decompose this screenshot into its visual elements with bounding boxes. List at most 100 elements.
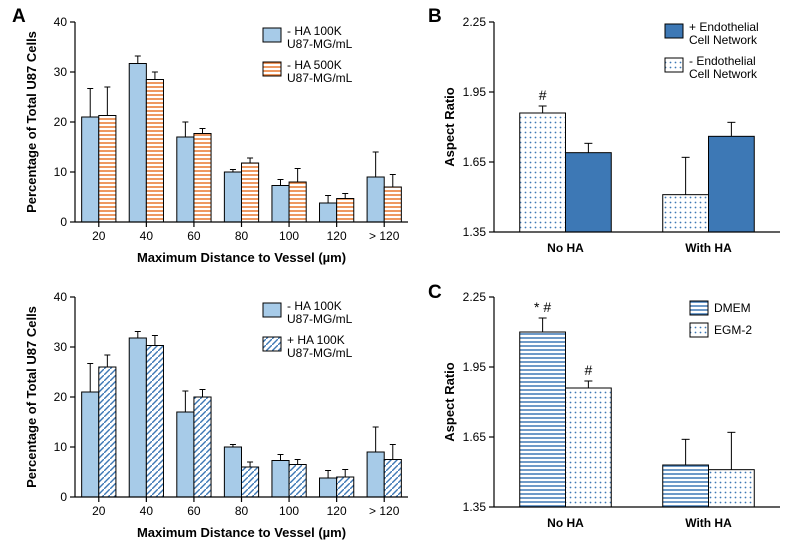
- svg-text:Aspect Ratio: Aspect Ratio: [442, 362, 457, 442]
- svg-text:With HA: With HA: [685, 241, 732, 255]
- figure-root: { "colors": { "lightblue_fill": "#a7cbe8…: [0, 0, 800, 555]
- panel-b-chart: 1.351.651.952.25No HAWith HA#Aspect Rati…: [438, 10, 788, 270]
- svg-text:1.65: 1.65: [463, 155, 487, 169]
- svg-text:Percentage of Total U87 Cells: Percentage of Total U87 Cells: [24, 31, 39, 213]
- svg-text:1.95: 1.95: [463, 360, 487, 374]
- legend-swatch: [263, 62, 281, 76]
- bar: [146, 80, 163, 223]
- svg-text:120: 120: [327, 229, 347, 243]
- svg-text:40: 40: [54, 15, 68, 29]
- svg-text:20: 20: [54, 115, 68, 129]
- bar: [82, 392, 99, 497]
- svg-text:Percentage of Total U87 Cells: Percentage of Total U87 Cells: [24, 306, 39, 488]
- bar: [289, 465, 306, 498]
- bar: [224, 447, 241, 497]
- svg-text:0: 0: [60, 215, 67, 229]
- bar: [337, 477, 354, 497]
- significance-mark: * #: [534, 299, 551, 315]
- panel-a-bottom-chart: 01020304020406080100120> 120Maximum Dist…: [20, 285, 418, 545]
- bar: [177, 412, 194, 497]
- bar: [242, 163, 259, 222]
- legend-text: - HA 100K: [287, 299, 342, 313]
- svg-text:120: 120: [327, 504, 347, 518]
- svg-text:30: 30: [54, 65, 68, 79]
- legend-text: U87-MG/mL: [287, 37, 353, 51]
- bar: [566, 388, 612, 507]
- legend-text: U87-MG/mL: [287, 71, 353, 85]
- svg-text:100: 100: [279, 504, 299, 518]
- bar: [663, 195, 709, 232]
- legend-text: EGM-2: [714, 323, 752, 337]
- bar: [224, 172, 241, 222]
- legend-swatch: [690, 301, 708, 315]
- svg-text:1.65: 1.65: [463, 430, 487, 444]
- svg-text:1.35: 1.35: [463, 225, 487, 239]
- bar: [320, 478, 337, 497]
- bar: [99, 367, 116, 497]
- bar: [177, 137, 194, 222]
- svg-text:60: 60: [187, 504, 201, 518]
- bar: [709, 470, 755, 507]
- bar: [272, 461, 289, 498]
- panel-c-chart: 1.351.651.952.25No HAWith HA* ##Aspect R…: [438, 285, 788, 545]
- legend-text: Cell Network: [689, 67, 758, 81]
- bar: [129, 64, 146, 223]
- svg-text:1.35: 1.35: [463, 500, 487, 514]
- svg-text:With HA: With HA: [685, 516, 732, 530]
- svg-text:80: 80: [235, 229, 249, 243]
- legend-text: - Endothelial: [689, 54, 756, 68]
- bar: [384, 460, 401, 498]
- legend-text: + Endothelial: [689, 20, 759, 34]
- significance-mark: #: [584, 362, 592, 378]
- bar: [289, 182, 306, 222]
- legend-swatch: [690, 323, 708, 337]
- svg-text:40: 40: [140, 504, 154, 518]
- legend-text: DMEM: [714, 301, 751, 315]
- svg-text:2.25: 2.25: [463, 15, 487, 29]
- bar: [146, 346, 163, 498]
- legend-text: U87-MG/mL: [287, 346, 353, 360]
- legend-swatch: [263, 28, 281, 42]
- svg-text:Maximum Distance to Vessel (µm: Maximum Distance to Vessel (µm): [137, 525, 346, 540]
- svg-text:40: 40: [140, 229, 154, 243]
- bar: [320, 203, 337, 222]
- legend-swatch: [665, 58, 683, 72]
- bar: [367, 452, 384, 497]
- svg-text:20: 20: [54, 390, 68, 404]
- legend-text: - HA 100K: [287, 24, 342, 38]
- svg-text:Maximum Distance to Vessel (µm: Maximum Distance to Vessel (µm): [137, 250, 346, 265]
- bar: [520, 332, 566, 507]
- bar: [520, 113, 566, 232]
- svg-text:40: 40: [54, 290, 68, 304]
- bar: [367, 177, 384, 222]
- svg-text:80: 80: [235, 504, 249, 518]
- bar: [663, 465, 709, 507]
- bar: [566, 153, 612, 232]
- legend-swatch: [263, 337, 281, 351]
- bar: [242, 467, 259, 497]
- bar: [272, 186, 289, 223]
- legend-swatch: [665, 24, 683, 38]
- legend-text: U87-MG/mL: [287, 312, 353, 326]
- svg-text:0: 0: [60, 490, 67, 504]
- bar: [709, 136, 755, 232]
- legend-swatch: [263, 303, 281, 317]
- svg-text:1.95: 1.95: [463, 85, 487, 99]
- legend-text: + HA 100K: [287, 333, 345, 347]
- bar: [384, 187, 401, 222]
- bar: [194, 397, 211, 497]
- svg-text:20: 20: [92, 229, 106, 243]
- bar: [194, 134, 211, 223]
- svg-text:30: 30: [54, 340, 68, 354]
- svg-text:Aspect Ratio: Aspect Ratio: [442, 87, 457, 167]
- bar: [129, 338, 146, 497]
- legend-text: Cell Network: [689, 33, 758, 47]
- legend-text: - HA 500K: [287, 58, 342, 72]
- bar: [337, 199, 354, 223]
- bar: [99, 116, 116, 223]
- svg-text:100: 100: [279, 229, 299, 243]
- svg-text:20: 20: [92, 504, 106, 518]
- svg-text:2.25: 2.25: [463, 290, 487, 304]
- bar: [82, 117, 99, 222]
- significance-mark: #: [539, 87, 547, 103]
